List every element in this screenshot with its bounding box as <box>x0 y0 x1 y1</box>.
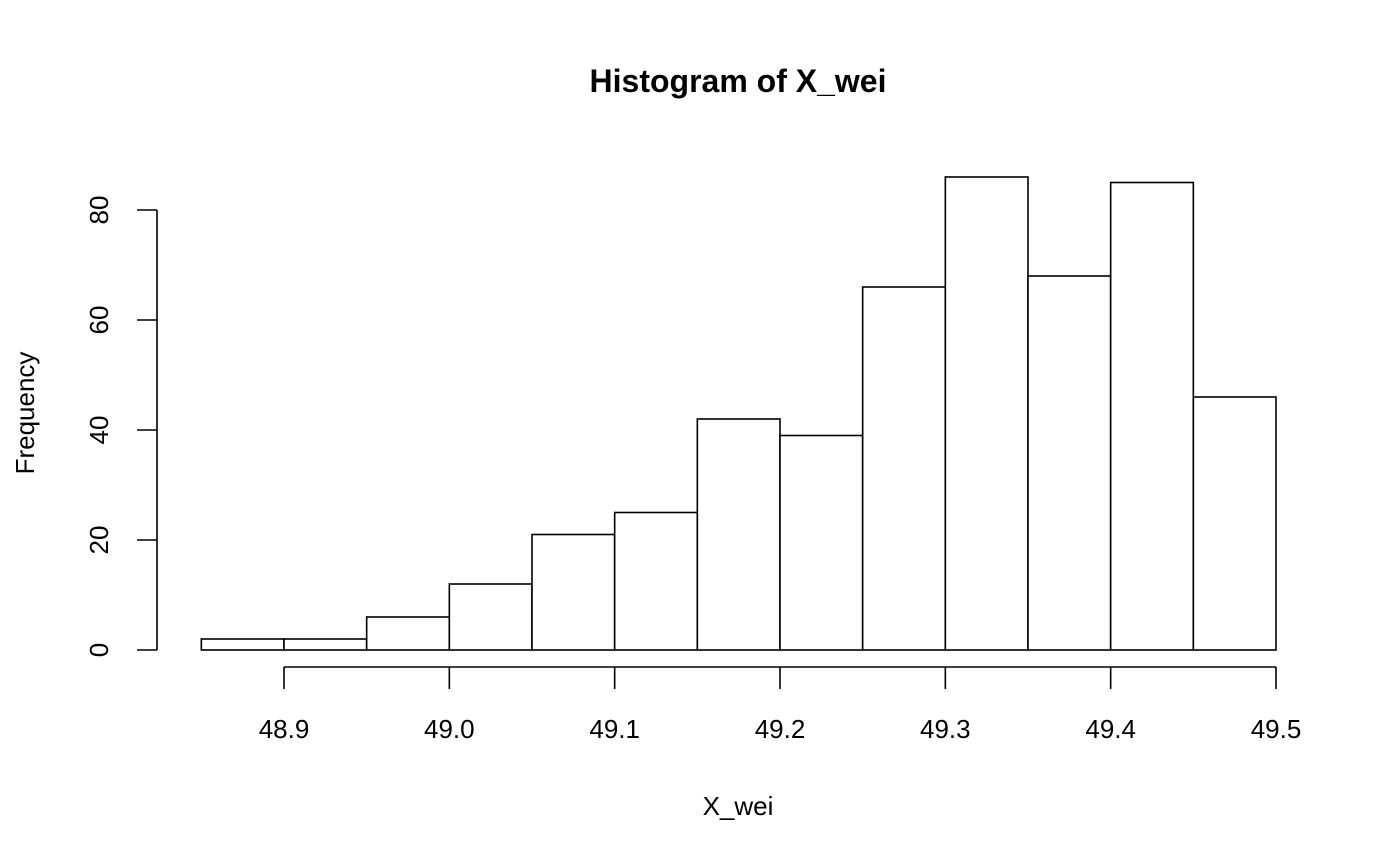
histogram-bar <box>365 616 451 651</box>
y-tick-label: 20 <box>84 526 114 555</box>
x-tick-label: 49.5 <box>1251 714 1302 744</box>
histogram-bar <box>200 638 285 651</box>
y-axis: 0 20 40 60 80 <box>84 196 158 657</box>
x-tick-label: 49.2 <box>755 714 806 744</box>
bars-group <box>200 176 1277 651</box>
x-tick-label: 48.9 <box>259 714 310 744</box>
histogram-bar <box>1192 396 1277 651</box>
x-tick-label: 49.4 <box>1085 714 1136 744</box>
histogram-bar <box>1109 181 1195 651</box>
histogram-bar <box>779 434 864 651</box>
x-axis: 48.9 49.0 49.1 49.2 49.3 49.4 49.5 <box>259 666 1302 744</box>
y-tick-label: 60 <box>84 306 114 335</box>
histogram-bar <box>861 286 947 651</box>
chart-title: Histogram of X_wei <box>590 63 887 99</box>
histogram-bar <box>1027 275 1112 651</box>
histogram-bar <box>448 583 533 651</box>
y-axis-title: Frequency <box>10 352 40 475</box>
histogram-bar <box>613 511 699 651</box>
x-tick-label: 49.3 <box>920 714 971 744</box>
histogram-bar <box>944 176 1029 651</box>
histogram-bar <box>531 533 616 651</box>
x-tick-label: 49.0 <box>424 714 475 744</box>
histogram-bar <box>696 418 781 651</box>
y-tick-label: 0 <box>84 643 114 657</box>
histogram-bar <box>283 638 368 651</box>
y-tick-label: 80 <box>84 196 114 225</box>
y-tick-label: 40 <box>84 416 114 445</box>
x-tick-label: 49.1 <box>589 714 640 744</box>
x-axis-title: X_wei <box>703 791 774 821</box>
